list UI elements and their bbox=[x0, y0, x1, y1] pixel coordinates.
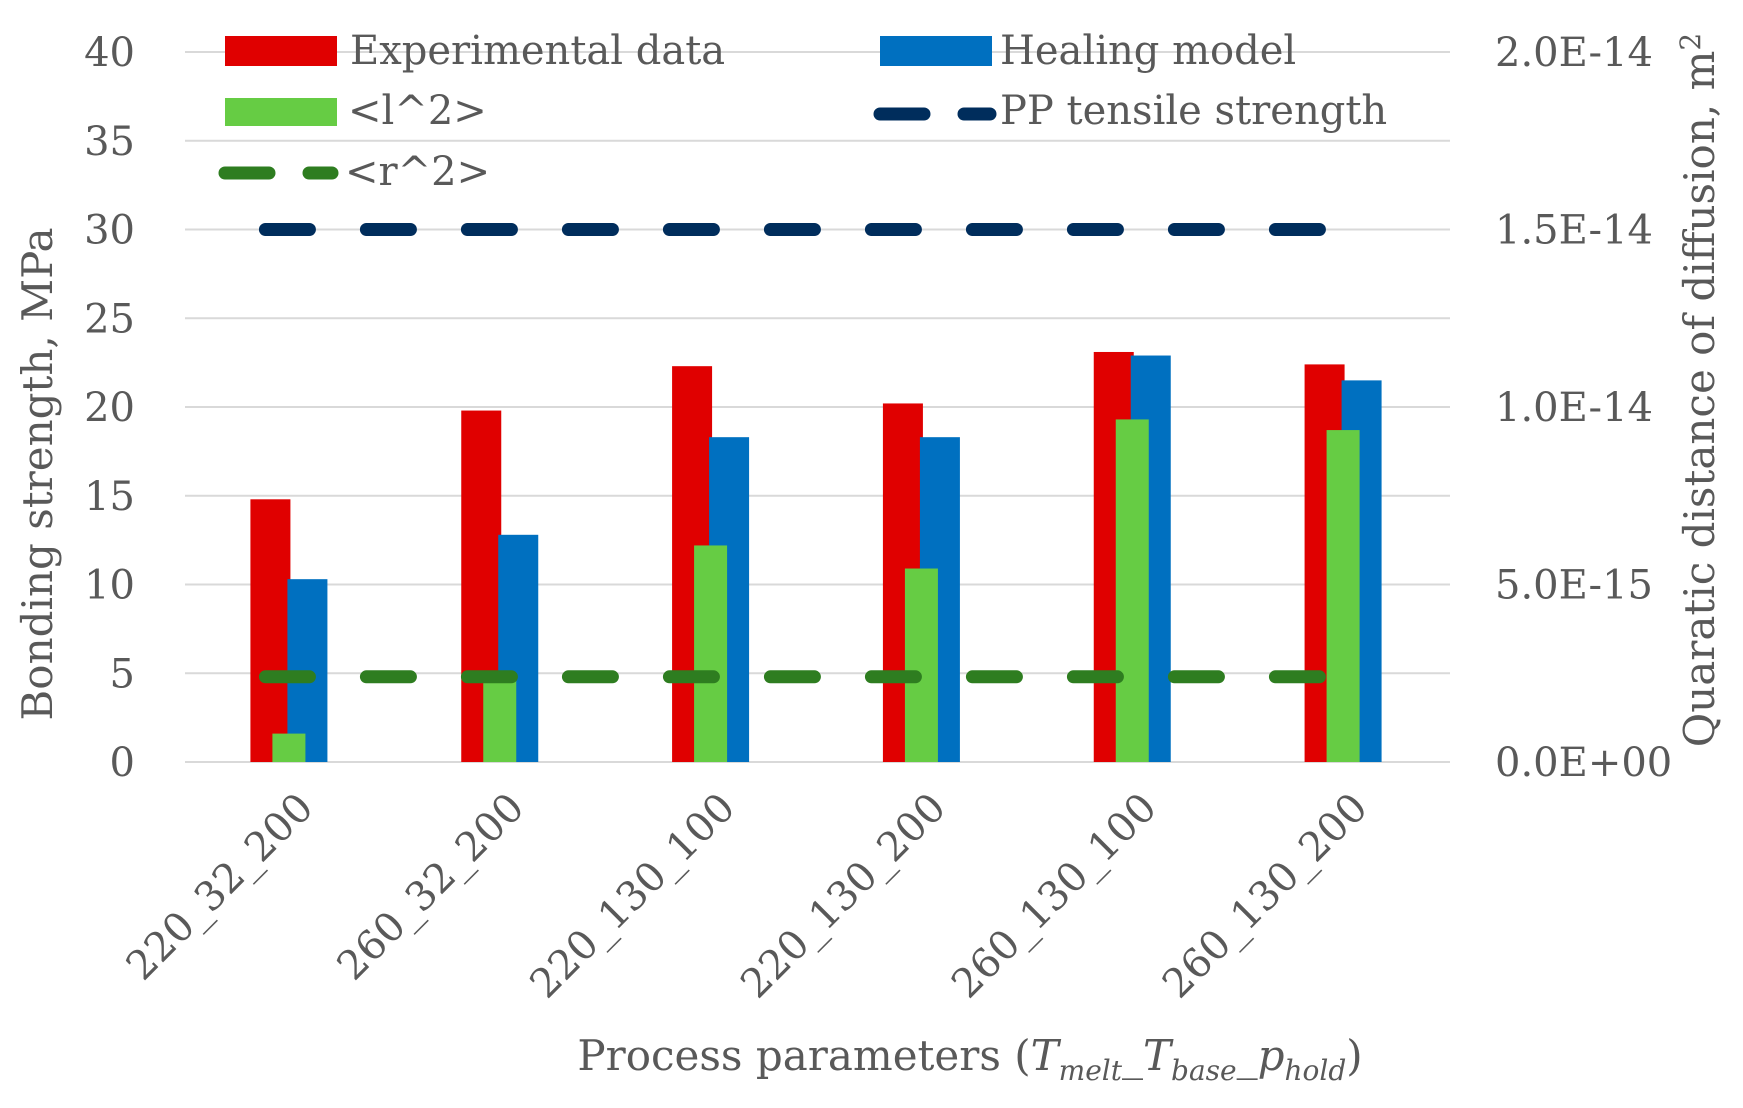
y-tick-label: 20 bbox=[84, 385, 135, 431]
y-tick-label: 15 bbox=[84, 474, 135, 520]
y-tick-label: 25 bbox=[84, 296, 135, 342]
y-tick-label: 40 bbox=[84, 30, 135, 76]
y2-tick-label: 2.0E-14 bbox=[1495, 30, 1653, 76]
bars bbox=[250, 351, 1382, 762]
x-axis-title-t1-sub: melt bbox=[1059, 1054, 1123, 1087]
legend-label-l2: <l^2> bbox=[348, 88, 487, 134]
y2-tick-label: 1.0E-14 bbox=[1495, 385, 1653, 431]
x-axis-ticks: 220_32_200 260_32_200220_130_100220_130_2… bbox=[118, 785, 1377, 1008]
x-axis-title-p: p bbox=[1258, 1031, 1285, 1080]
y2-axis-title-text: Quaratic distance of diffusion, m bbox=[1675, 51, 1724, 748]
legend-label-experimental: Experimental data bbox=[350, 28, 725, 74]
y-axis-ticks: 0 5 10 15 20 25 30 35 40 bbox=[84, 30, 135, 786]
y-tick-label: 35 bbox=[84, 119, 135, 165]
y2-tick-label: 5.0E-15 bbox=[1495, 563, 1653, 609]
legend: Experimental data Healing model <l^2> PP… bbox=[218, 28, 1387, 195]
bar-experimental bbox=[250, 499, 291, 762]
x-tick-label: 220_32_200 bbox=[118, 785, 323, 990]
x-axis-title-t1: T bbox=[1031, 1031, 1062, 1080]
x-axis-title-close: ) bbox=[1346, 1031, 1362, 1080]
legend-label-pp-tensile: PP tensile strength bbox=[1000, 88, 1387, 134]
x-tick-label: 260_130_100 bbox=[943, 785, 1166, 1008]
x-axis-title-sep2: _ bbox=[1237, 1031, 1258, 1080]
y-tick-label: 30 bbox=[84, 208, 135, 254]
y2-axis-title-superscript: 2 bbox=[1674, 33, 1707, 51]
reference-lines bbox=[258, 223, 1382, 684]
legend-swatch-l2 bbox=[225, 98, 337, 126]
x-axis-title: Process parameters (Tmelt_Tbase_phold) bbox=[577, 1031, 1362, 1087]
legend-label-r2: <r^2> bbox=[345, 149, 490, 195]
legend-label-healing: Healing model bbox=[1000, 28, 1296, 74]
x-axis-title-t2: T bbox=[1143, 1031, 1174, 1080]
legend-swatch-healing bbox=[880, 36, 992, 66]
x-tick-label: 260_130_200 bbox=[1154, 785, 1377, 1008]
bar-l2 bbox=[272, 733, 306, 762]
y-tick-label: 0 bbox=[110, 740, 135, 786]
y2-axis-title: Quaratic distance of diffusion, m2 bbox=[1674, 33, 1724, 747]
x-axis-title-t2-sub: base bbox=[1171, 1054, 1237, 1087]
bar-l2 bbox=[1115, 419, 1149, 762]
y2-axis-ticks: 0.0E+00 5.0E-15 1.0E-14 1.5E-14 2.0E-14 bbox=[1495, 30, 1672, 786]
y-tick-label: 10 bbox=[84, 563, 135, 609]
y2-tick-label: 1.5E-14 bbox=[1495, 208, 1653, 254]
x-tick-label: 220_130_100 bbox=[521, 785, 744, 1008]
bar-l2 bbox=[1326, 430, 1360, 762]
bar-l2 bbox=[694, 545, 728, 762]
x-axis-title-sep1: _ bbox=[1122, 1031, 1143, 1080]
legend-swatch-experimental bbox=[225, 36, 337, 66]
bar-l2 bbox=[483, 675, 517, 762]
y-tick-label: 5 bbox=[110, 651, 135, 697]
y2-tick-label: 0.0E+00 bbox=[1495, 740, 1672, 786]
x-axis-title-main: Process parameters ( bbox=[577, 1031, 1030, 1080]
x-tick-label: 220_130_200 bbox=[732, 785, 955, 1008]
y-axis-title: Bonding strength, MPa bbox=[13, 227, 62, 720]
bar-l2 bbox=[904, 568, 938, 762]
x-tick-label: 260_32_200 bbox=[329, 785, 534, 990]
x-axis-title-p-sub: hold bbox=[1284, 1054, 1346, 1087]
